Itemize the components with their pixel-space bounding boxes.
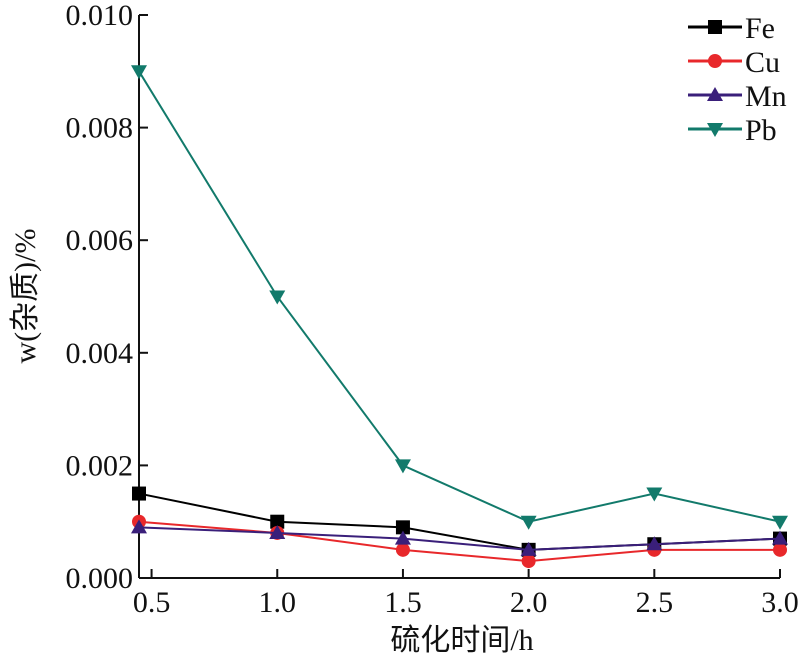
data-point-pb: [646, 487, 663, 502]
data-point-mn: [131, 519, 147, 534]
x-tick-label: 0.5: [133, 586, 171, 619]
axes: [138, 15, 780, 579]
legend-label-pb: Pb: [745, 114, 777, 147]
x-tick-label: 2.5: [636, 586, 674, 619]
y-tick-label: 0.010: [66, 0, 134, 32]
data-point-mn: [269, 524, 286, 539]
series-pb: [131, 65, 788, 530]
series-line-fe: [138, 492, 781, 551]
y-tick-label: 0.008: [66, 112, 134, 145]
legend-item-fe: Fe: [688, 12, 775, 45]
series-mn: [131, 519, 788, 556]
y-tick-label: 0.002: [66, 449, 134, 482]
data-point-pb: [269, 290, 286, 305]
x-tick-label: 2.0: [510, 586, 548, 619]
x-ticks: 0.5 1.0 1.5 2.0 2.5 3.0: [133, 569, 799, 619]
legend-marker-fe: [708, 20, 722, 34]
data-point-mn: [394, 530, 411, 545]
y-ticks: 0.000 0.002 0.004 0.006 0.008 0.010: [66, 0, 148, 595]
data-point-cu: [521, 554, 536, 569]
series-line-cu: [138, 520, 780, 563]
x-tick-label: 1.5: [384, 586, 422, 619]
legend-item-mn: Mn: [688, 80, 787, 113]
series-layer: [131, 65, 788, 569]
legend-item-pb: Pb: [688, 114, 777, 147]
data-point-cu: [395, 542, 410, 557]
data-point-fe: [270, 514, 285, 529]
legend-label-cu: Cu: [745, 46, 780, 79]
x-tick-label: 1.0: [259, 586, 297, 619]
legend-marker-mn: [707, 87, 723, 101]
x-axis-title: 硫化时间/h: [390, 624, 533, 657]
y-tick-label: 0.004: [66, 337, 134, 370]
legend-marker-cu: [708, 54, 722, 68]
series-line-pb: [138, 70, 781, 523]
data-point-pb: [131, 65, 147, 80]
y-axis-title: w(杂质)/%: [9, 229, 42, 364]
data-point-pb: [520, 515, 537, 530]
data-point-fe: [395, 520, 410, 535]
series-cu: [132, 514, 787, 569]
data-point-fe: [132, 486, 146, 501]
y-tick-label: 0.000: [66, 562, 134, 595]
data-point-cu: [773, 542, 787, 557]
series-line-mn: [138, 526, 781, 551]
legend-item-cu: Cu: [688, 46, 780, 79]
data-point-mn: [772, 530, 788, 545]
y-tick-label: 0.006: [66, 224, 134, 257]
data-point-pb: [394, 459, 411, 474]
x-tick-label: 3.0: [761, 586, 799, 619]
data-point-pb: [772, 515, 788, 530]
legend-marker-pb: [707, 123, 723, 137]
legend-label-fe: Fe: [745, 12, 775, 45]
data-point-mn: [520, 541, 537, 556]
series-fe: [132, 486, 787, 557]
legend-label-mn: Mn: [745, 80, 787, 113]
data-point-mn: [646, 536, 663, 551]
